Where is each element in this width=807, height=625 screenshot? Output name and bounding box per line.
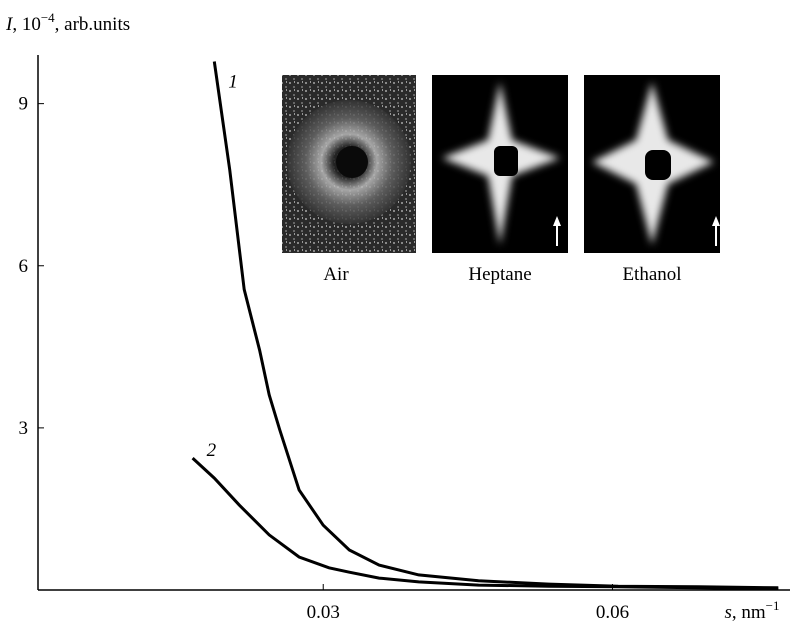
x-label-exponent: −1 <box>766 598 780 613</box>
y-tick-label: 3 <box>19 418 29 439</box>
series-line <box>193 458 779 589</box>
x-axis-label: s, nm−1 <box>724 598 779 623</box>
x-tick-label: 0.06 <box>596 602 629 623</box>
y-axis-label: I, 10−4, arb.units <box>5 10 130 35</box>
inset-images <box>282 75 720 253</box>
y-label-text: , 10 <box>12 14 41 35</box>
inset-label: Heptane <box>468 264 531 285</box>
y-label-exponent: −4 <box>41 10 55 25</box>
x-tick-label: 0.03 <box>307 602 340 623</box>
chart: 3 6 9 0.03 0.06 I, 10−4, arb.units s, nm−1 Air H… <box>0 0 807 625</box>
y-label-unit: , arb.units <box>55 14 130 35</box>
series-label: 1 <box>228 71 238 92</box>
x-label-symbol: s <box>724 602 731 623</box>
inset-label: Ethanol <box>622 264 681 285</box>
series-label: 2 <box>207 440 217 461</box>
inset-label: Air <box>323 264 349 285</box>
x-label-text: , nm <box>732 602 766 623</box>
y-tick-label: 9 <box>19 94 29 115</box>
y-tick-label: 6 <box>19 256 29 277</box>
